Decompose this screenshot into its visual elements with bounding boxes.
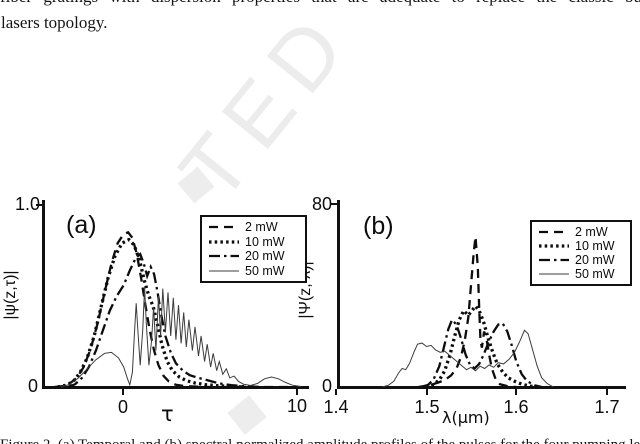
curve-50-mW (60, 286, 302, 388)
curve-20-mW (421, 317, 542, 389)
curve-20-mW (67, 252, 263, 389)
curve-2-mW (418, 236, 517, 389)
legend-item: 50 mW (538, 267, 624, 281)
panel-b-xtick-mark (426, 389, 428, 395)
panel-a-xtick-10: 10 (286, 396, 308, 416)
panel-a-ytick-mark (36, 204, 42, 206)
panel-b-xtick-1_5: 1.5 (414, 397, 440, 417)
panel-b-xtick-1_6: 1.6 (503, 397, 529, 417)
clipped-text-line-top: fiber gratings with dispersion propertie… (0, 0, 640, 6)
legend-item: 2 mW (538, 225, 624, 239)
curve-50-mW (381, 329, 554, 388)
clipped-caption-line: Figure 2. (a) Temporal and (b) spectral … (0, 437, 640, 444)
panel-b-xtick-mark (606, 389, 608, 395)
panel-a-axes (42, 200, 309, 389)
panel-a-label: (a) (66, 211, 97, 239)
curve-2-mW (54, 230, 298, 389)
legend-line-sample (539, 230, 569, 234)
legend-item: 20 mW (208, 249, 299, 263)
panel-a-curves (54, 230, 302, 389)
legend-item: 50 mW (208, 264, 299, 278)
legend-item: 2 mW (208, 220, 299, 234)
legend-item: 20 mW (538, 253, 624, 267)
legend-item: 10 mW (538, 239, 624, 253)
legend-line-sample (209, 226, 239, 229)
panel-a-ytick-zero: 0 (27, 376, 38, 396)
legend-line-sample (209, 255, 239, 258)
curve-10-mW (57, 237, 246, 389)
legend-line-sample (209, 240, 239, 244)
panel-b-label: (b) (363, 212, 394, 240)
panel-b-axes (337, 200, 626, 389)
panel-a-ytick-max: 1.0 (14, 194, 40, 214)
panel-a-xtick-0: 0 (117, 397, 128, 417)
panel-a-xtick-mark (296, 389, 298, 395)
panel-b-ytick-max: 80 (311, 194, 332, 214)
panel-b-xtick-mark (515, 389, 517, 395)
legend-line-sample (209, 270, 239, 272)
panel-b-ytick-mark (331, 203, 337, 205)
watermark-fragment (227, 395, 267, 435)
curve-10-mW (425, 303, 539, 389)
legend-line-sample (539, 244, 569, 248)
panel-b-xtick-mark (335, 389, 337, 395)
legend-line-sample (539, 273, 569, 275)
panel-b-xtick-1_7: 1.7 (594, 397, 620, 417)
panel-a-legend: 2 mW 10 mW 20 mW 50 mW (200, 215, 307, 283)
legend-label: 50 mW (245, 263, 285, 278)
legend-item: 10 mW (208, 235, 299, 249)
panel-b-xlabel: λ(μm) (442, 408, 490, 427)
panel-a-ylabel: |ψ(z,τ)| (2, 270, 19, 320)
legend-label: 2 mW (245, 220, 278, 235)
legend-label: 2 mW (575, 225, 608, 239)
legend-label: 20 mW (575, 253, 615, 267)
body-text-line: lasers topology. (1, 13, 108, 32)
panel-b-xtick-1_4: 1.4 (323, 397, 349, 417)
panel-b-legend: 2 mW 10 mW 20 mW 50 mW (530, 220, 632, 286)
legend-label: 10 mW (245, 234, 285, 249)
panel-a-xtick-mark (122, 389, 124, 395)
legend-label: 20 mW (245, 249, 285, 264)
panel-b-curves (381, 236, 554, 389)
legend-label: 10 mW (575, 239, 615, 253)
legend-line-sample (539, 258, 569, 262)
legend-label: 50 mW (575, 267, 615, 281)
panel-a-xlabel: τ (161, 402, 174, 426)
panel-b-ytick-zero: 0 (321, 376, 332, 396)
